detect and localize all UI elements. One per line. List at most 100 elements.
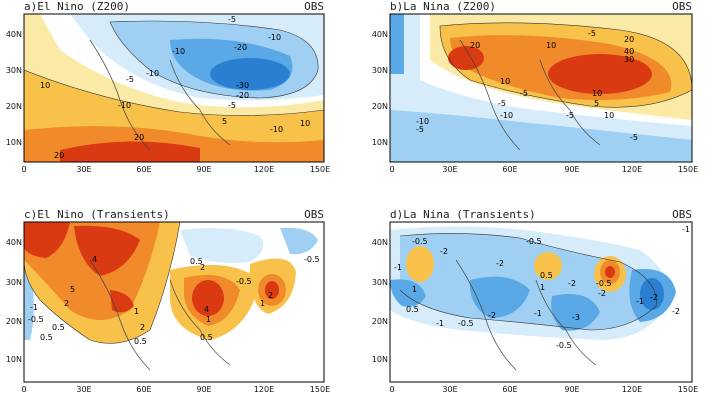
x-tick-label: 60E xyxy=(136,385,151,394)
y-tick-label: 10N xyxy=(372,355,388,364)
panel-a-contour-labels: -5 -10 -20 -10 -5 -10 -10 -30 -20 -5 -10… xyxy=(40,15,310,160)
strong-negative-core xyxy=(640,278,664,310)
contour-label: 0.5 xyxy=(540,271,553,280)
contour-label: 1 xyxy=(134,307,139,316)
y-tick-label: 30N xyxy=(372,66,388,75)
contour-label: -0.5 xyxy=(412,237,428,246)
contour-line xyxy=(439,22,692,108)
coastline xyxy=(459,39,601,151)
panel-d-title: d)La Nina (Transients) xyxy=(390,208,536,221)
contour-label: 0.5 xyxy=(40,333,53,342)
contour-label: -10 xyxy=(270,125,283,134)
contour-label: -2 xyxy=(568,279,576,288)
contour-label: 1 xyxy=(206,315,211,324)
contour-label: 30 xyxy=(624,55,634,64)
contour-label: 4 xyxy=(204,305,209,314)
x-tick-label: 60E xyxy=(502,385,517,394)
contour-label: 2 xyxy=(268,291,273,300)
x-tick-label: 30E xyxy=(442,165,457,174)
contour-label: -5 xyxy=(630,133,638,142)
contour-label: -2 xyxy=(672,307,680,316)
panel-c-frame xyxy=(23,221,325,383)
panel-b-title: b)La Nina (Z200) xyxy=(390,0,496,13)
panel-c-map: 4 -1 -0.5 0.5 5 2 1 0.5 0.5 2 4 0.5 -0.5… xyxy=(24,222,324,382)
contour-label: -10 xyxy=(500,111,513,120)
contour-label: 10 xyxy=(592,89,602,98)
panel-c-contour-labels: 4 -1 -0.5 0.5 5 2 1 0.5 0.5 2 4 0.5 -0.5… xyxy=(28,255,320,346)
x-tick-label: 120E xyxy=(622,385,642,394)
contour-label: -0.5 xyxy=(458,319,474,328)
x-tick-label: 90E xyxy=(196,385,211,394)
strong-positive-core xyxy=(60,141,200,162)
panel-a-y-axis: 40N 30N 20N 10N xyxy=(6,30,22,147)
y-tick-label: 10N xyxy=(372,138,388,147)
panel-a-tag: OBS xyxy=(304,0,324,13)
strong-positive-core xyxy=(110,290,134,313)
x-tick-label: 0 xyxy=(21,165,26,174)
contour-label: -10 xyxy=(146,69,159,78)
contour-label: -10 xyxy=(416,117,429,126)
contour-label: -1 xyxy=(436,319,444,328)
contour-label: 20 xyxy=(54,151,64,160)
contour-label: -5 xyxy=(566,111,574,120)
panel-b: b)La Nina (Z200) OBS 20 10 -5 20 40 30 1… xyxy=(372,0,698,174)
panel-c: c)El Nino (Transients) OBS 4 -1 -0.5 xyxy=(6,208,330,394)
y-tick-label: 30N xyxy=(372,278,388,287)
y-tick-label: 10N xyxy=(6,355,22,364)
panel-c-title: c)El Nino (Transients) xyxy=(24,208,170,221)
y-tick-label: 40N xyxy=(6,30,22,39)
contour-label: -1 xyxy=(682,225,690,234)
contour-label: -2 xyxy=(440,247,448,256)
contour-label: 1 xyxy=(260,299,265,308)
contour-label: 20 xyxy=(134,133,144,142)
contour-label: 2 xyxy=(140,323,145,332)
panel-d-y-axis: 40N 30N 20N 10N xyxy=(372,238,388,364)
contour-label: -1 xyxy=(636,297,644,306)
strong-positive-core xyxy=(448,46,484,70)
contour-label: -20 xyxy=(236,91,249,100)
panel-d-x-axis: 0 30E 60E 90E 120E 150E xyxy=(389,385,698,394)
coastline xyxy=(89,39,231,151)
contour-label: -1 xyxy=(30,303,38,312)
x-tick-label: 90E xyxy=(196,165,211,174)
strong-positive-core xyxy=(265,281,279,299)
contour-label: 1 xyxy=(412,285,417,294)
strong-positive-core xyxy=(605,266,615,278)
contour-label: 0.5 xyxy=(190,257,203,266)
x-tick-label: 120E xyxy=(622,165,642,174)
x-tick-label: 120E xyxy=(254,165,274,174)
y-tick-label: 30N xyxy=(6,66,22,75)
x-tick-label: 150E xyxy=(678,385,698,394)
contour-line xyxy=(24,222,181,344)
panel-c-tag: OBS xyxy=(304,208,324,221)
contour-label: -5 xyxy=(126,75,134,84)
y-tick-label: 40N xyxy=(6,238,22,247)
contour-label: -0.5 xyxy=(28,315,44,324)
contour-label: 0.5 xyxy=(406,305,419,314)
panel-b-map: 20 10 -5 20 40 30 10 -5 -10 -5 -10 -5 10… xyxy=(390,14,692,162)
contour-label: -20 xyxy=(234,43,247,52)
panel-b-x-axis: 0 30E 60E 90E 120E 150E xyxy=(389,165,698,174)
contour-label: 10 xyxy=(500,77,510,86)
contour-label: -5 xyxy=(416,125,424,134)
strong-positive-core xyxy=(74,225,140,276)
x-tick-label: 150E xyxy=(678,165,698,174)
x-tick-label: 90E xyxy=(564,385,579,394)
contour-label: 5 xyxy=(594,99,599,108)
contour-label: -10 xyxy=(172,47,185,56)
faint-negative-field xyxy=(180,228,264,264)
strong-positive-core xyxy=(548,54,652,94)
contour-label: 0.5 xyxy=(200,333,213,342)
contour-label: -30 xyxy=(236,81,249,90)
contour-label: 10 xyxy=(300,119,310,128)
y-tick-label: 20N xyxy=(6,317,22,326)
strong-positive-core xyxy=(192,280,224,316)
contour-label: -0.5 xyxy=(236,277,252,286)
contour-label: 0.5 xyxy=(52,323,65,332)
contour-label: 5 xyxy=(222,117,227,126)
panel-a: a)El Nino (Z200) OBS -5 -10 -20 -10 -5 -… xyxy=(6,0,330,174)
panel-d-tag: OBS xyxy=(672,208,692,221)
contour-label: 10 xyxy=(40,81,50,90)
y-tick-label: 20N xyxy=(372,317,388,326)
